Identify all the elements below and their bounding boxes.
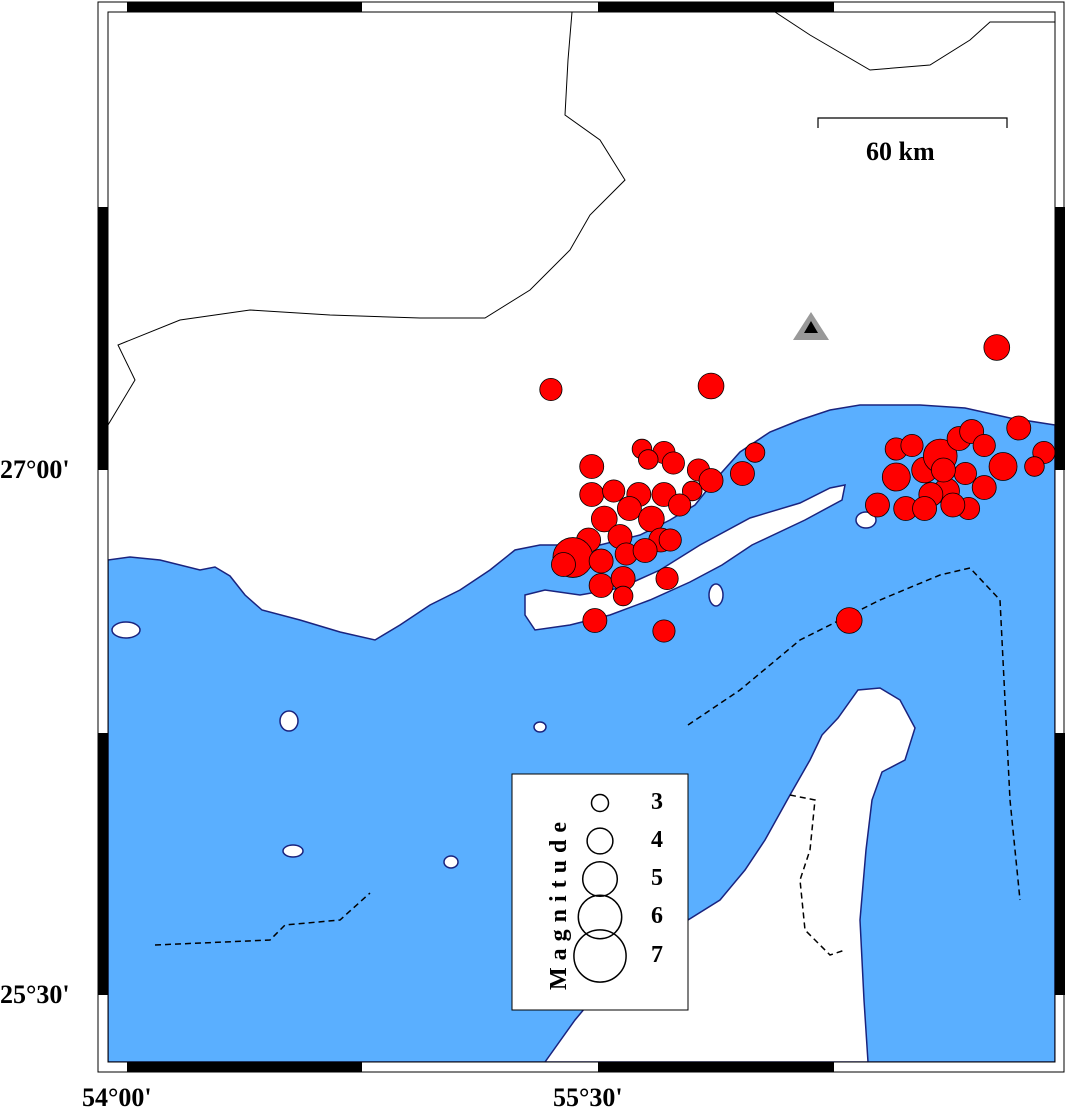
legend-circle <box>581 860 619 898</box>
earthquake-marker <box>953 461 977 486</box>
earthquake-marker <box>658 528 682 552</box>
legend-label: 3 <box>651 789 663 815</box>
island <box>855 511 877 529</box>
lat-label: 25°30' <box>0 980 70 1009</box>
earthquake-marker <box>590 505 618 533</box>
border-line <box>774 12 1055 71</box>
earthquake-marker <box>930 457 956 483</box>
earthquake-marker <box>539 377 563 402</box>
earthquake-marker <box>730 461 755 486</box>
legend-label: 6 <box>651 903 663 929</box>
earthquake-marker <box>588 548 614 574</box>
earthquake-marker <box>652 619 676 643</box>
frame-ticks <box>98 2 1065 1072</box>
earthquake-marker <box>698 468 724 493</box>
scale-bar <box>817 117 1008 128</box>
earthquake-marker <box>900 433 924 458</box>
earthquake-marker <box>865 492 890 518</box>
border-line <box>108 12 626 426</box>
legend-circle <box>586 827 614 855</box>
earthquake-marker <box>579 454 605 479</box>
earthquake-marker <box>972 433 996 458</box>
earthquake-marker <box>697 372 725 400</box>
earthquake-marker <box>582 608 608 633</box>
earthquake-marker <box>588 573 614 598</box>
border-line-dashed <box>789 794 846 956</box>
earthquake-marker <box>638 449 659 470</box>
earthquake-marker <box>971 475 997 500</box>
earthquake-marker <box>988 452 1018 481</box>
lon-label: 55°30' <box>553 1083 623 1112</box>
legend-title: Magnitude <box>546 814 572 990</box>
earthquake-marker <box>616 496 642 521</box>
lat-label: 27°00' <box>0 455 70 484</box>
earthquake-marker <box>835 607 863 634</box>
legend <box>511 773 689 1011</box>
legend-circle <box>573 929 627 983</box>
island <box>282 844 304 858</box>
island <box>443 855 459 869</box>
legend-circle <box>577 894 623 940</box>
earthquake-marker <box>668 493 692 517</box>
maritime-boundary <box>154 892 371 946</box>
scale-bar-label: 60 km <box>866 137 935 166</box>
earthquake-marker <box>1006 415 1032 441</box>
island <box>533 721 547 733</box>
earthquake-marker <box>681 480 703 502</box>
maritime-boundary <box>687 567 1021 901</box>
earthquake-marker <box>1024 456 1045 477</box>
legend-label: 4 <box>651 827 663 853</box>
island <box>279 710 299 732</box>
earthquake-marker <box>551 552 576 577</box>
earthquake-events <box>539 334 1055 643</box>
earthquake-marker <box>881 462 911 492</box>
earthquake-marker <box>744 442 766 463</box>
earthquake-marker <box>612 585 634 607</box>
legend-circle <box>590 793 610 813</box>
island <box>708 583 724 607</box>
earthquake-marker <box>638 505 665 533</box>
earthquake-marker <box>661 451 685 475</box>
earthquake-marker <box>579 482 605 507</box>
lon-label: 54°00' <box>82 1083 152 1112</box>
legend-label: 5 <box>651 865 663 891</box>
map-frame <box>97 1 1065 1073</box>
station-triangle-icon <box>793 312 829 340</box>
earthquake-marker <box>912 496 937 521</box>
earthquake-marker <box>940 492 966 518</box>
earthquake-marker <box>983 334 1011 361</box>
earthquake-marker <box>602 479 626 503</box>
earthquake-marker <box>655 566 679 591</box>
earthquake-marker <box>632 538 658 563</box>
legend-label: 7 <box>651 942 663 968</box>
island <box>111 621 141 639</box>
